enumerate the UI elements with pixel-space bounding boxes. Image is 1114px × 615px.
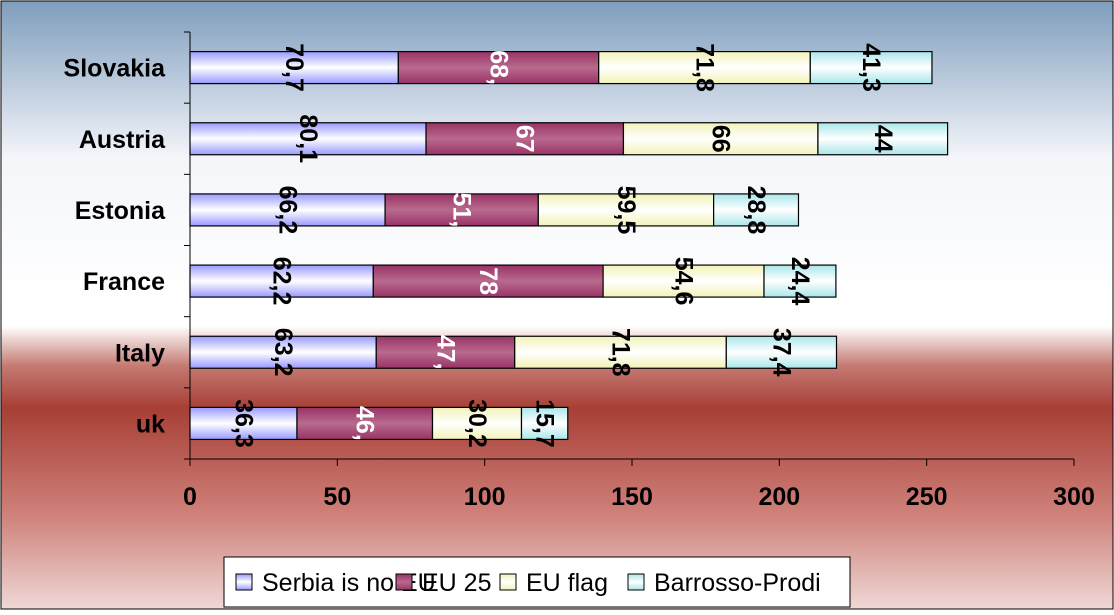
data-label: 15,7	[531, 399, 559, 448]
x-tick-label: 250	[906, 483, 948, 511]
data-label: 71,8	[690, 43, 718, 92]
bar-segment	[520, 406, 569, 441]
bar-segment	[189, 122, 427, 156]
x-tick-label: 300	[1053, 483, 1095, 511]
data-label: 47,	[431, 335, 459, 370]
data-label: 70,7	[280, 43, 308, 92]
category-label: Austria	[79, 126, 166, 154]
x-tick-label: 100	[464, 483, 506, 511]
legend-swatch	[235, 573, 253, 591]
plot-area: 0 50 100 150 200 250 300 Slovakia 70,7 68, 71,8 41,…	[64, 31, 1095, 511]
data-label: 41,3	[857, 43, 885, 92]
x-tick-label: 50	[323, 483, 351, 511]
data-label: 36,3	[229, 399, 257, 448]
data-label: 63,2	[269, 328, 297, 377]
legend-swatch	[627, 573, 645, 591]
bar-segment	[425, 122, 625, 156]
legend-swatch	[395, 573, 413, 591]
data-label: 78	[474, 267, 502, 295]
bar-segment	[763, 264, 837, 298]
data-label: 24,4	[786, 257, 814, 306]
bar-segment	[189, 406, 298, 441]
data-label: 62,2	[268, 257, 296, 306]
category-label: France	[83, 268, 165, 296]
x-tick-label: 200	[758, 483, 800, 511]
bar-segment	[602, 264, 765, 298]
data-label: 68,	[485, 50, 513, 85]
x-tick-label: 150	[611, 483, 653, 511]
data-label: 59,5	[612, 186, 640, 235]
legend-label: EU 25	[422, 569, 491, 597]
data-label: 66,2	[274, 186, 302, 235]
bar-segment	[189, 50, 399, 85]
bar-segment	[296, 406, 434, 441]
bar-segment	[622, 122, 819, 156]
bar-segment	[189, 264, 374, 298]
bar-segment	[375, 335, 516, 369]
data-label: 80,1	[294, 114, 322, 163]
data-label: 67	[511, 125, 539, 153]
legend-box	[223, 556, 851, 608]
bar-segment	[809, 50, 933, 85]
bar-segment	[514, 335, 727, 369]
bar-segment	[189, 335, 377, 369]
legend-swatch	[499, 573, 517, 591]
bar-segment	[384, 193, 539, 227]
category-label: Italy	[115, 339, 165, 367]
category-label: Slovakia	[64, 55, 167, 83]
data-label: 46,	[351, 406, 379, 441]
x-tick-label: 0	[183, 483, 197, 511]
data-label: 54,6	[670, 257, 698, 306]
data-label: 44	[869, 125, 897, 153]
data-label: 71,8	[607, 328, 635, 377]
category-label: uk	[136, 410, 165, 438]
data-label: 66	[707, 125, 735, 153]
data-label: 51,	[448, 193, 476, 228]
bar-segment	[713, 193, 800, 227]
category-label: Estonia	[75, 197, 166, 225]
bar-segment	[725, 335, 838, 369]
legend-label: EU flag	[526, 569, 608, 597]
bar-segment	[397, 50, 600, 85]
data-label: 30,2	[463, 399, 491, 448]
data-label: 37,4	[767, 328, 795, 377]
legend-label: Barrosso-Prodi	[654, 569, 821, 597]
bar-segment	[817, 122, 949, 156]
data-label: 28,8	[742, 186, 770, 235]
bar-segment	[431, 406, 523, 441]
bar-segment	[537, 193, 715, 227]
